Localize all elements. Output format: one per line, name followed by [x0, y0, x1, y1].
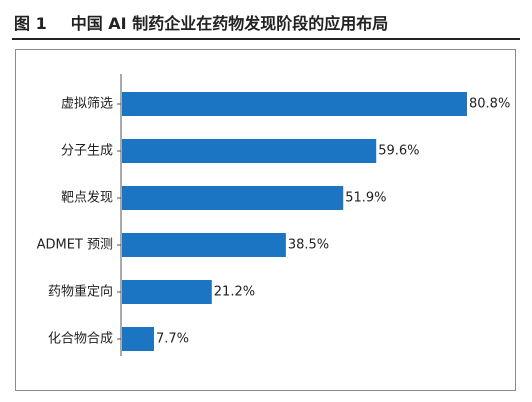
bar — [122, 280, 212, 304]
category-label: 虚拟筛选 — [61, 97, 113, 112]
chart-frame: 虚拟筛选 80.8% 分子生成 59.6% 靶点发现 51.9% ADMET 预测 38.5%… — [15, 49, 516, 391]
value-label: 80.8% — [469, 97, 510, 112]
title-rule — [12, 38, 520, 40]
figure-header: 图 1 中国 AI 制药企业在药物发现阶段的应用布局 — [14, 10, 388, 34]
value-label: 38.5% — [288, 238, 329, 253]
bar — [122, 327, 154, 351]
figure-title: 中国 AI 制药企业在药物发现阶段的应用布局 — [70, 14, 389, 33]
value-label: 59.6% — [378, 144, 419, 159]
category-label: 化合物合成 — [48, 332, 113, 347]
bar-chart: 虚拟筛选 80.8% 分子生成 59.6% 靶点发现 51.9% ADMET 预测 38.5%… — [37, 74, 510, 356]
figure-number: 图 1 — [14, 14, 47, 33]
bar — [122, 92, 467, 116]
category-label: 靶点发现 — [61, 190, 113, 206]
value-label: 21.2% — [214, 285, 255, 300]
bar — [122, 186, 344, 210]
value-label: 7.7% — [156, 332, 189, 347]
category-label: ADMET 预测 — [37, 238, 113, 253]
value-label: 51.9% — [345, 191, 386, 206]
category-label: 药物重定向 — [48, 284, 113, 300]
bar — [122, 233, 286, 257]
category-label: 分子生成 — [61, 144, 113, 159]
bar — [122, 139, 377, 163]
